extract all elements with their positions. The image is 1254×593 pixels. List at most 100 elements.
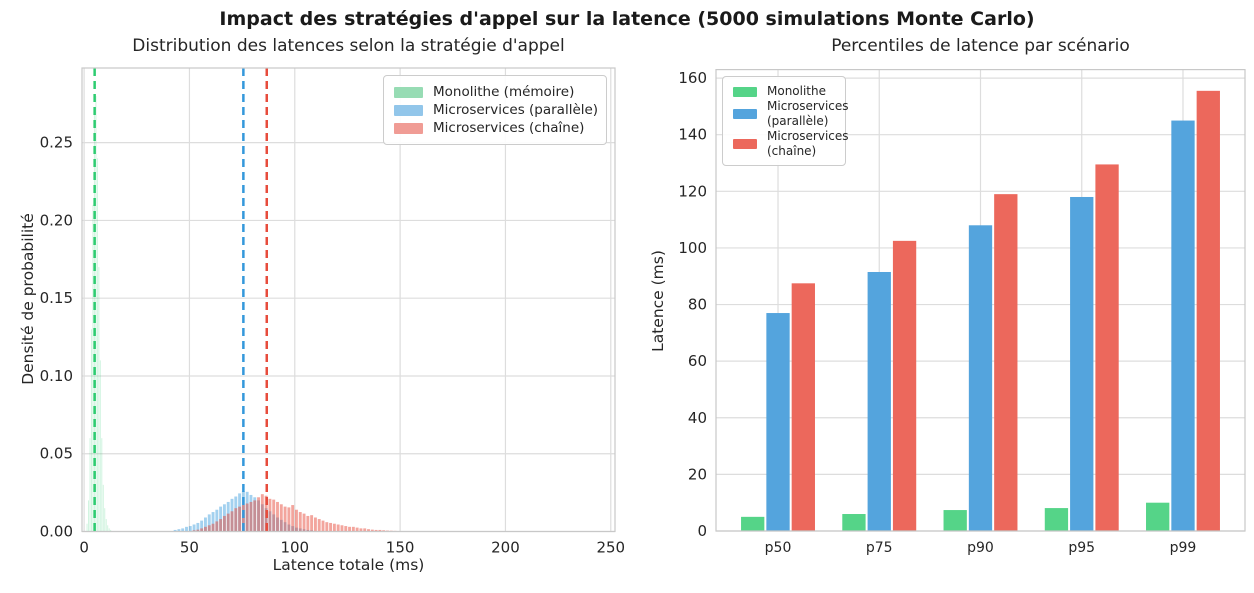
y-tick-label: 20 bbox=[688, 465, 707, 483]
bar bbox=[1070, 196, 1094, 532]
y-tick-label: 0.10 bbox=[40, 367, 73, 385]
x-tick-label: 250 bbox=[596, 539, 625, 557]
histogram-bar bbox=[367, 529, 370, 532]
x-tick-label: 150 bbox=[386, 539, 415, 557]
histogram-bar bbox=[89, 438, 91, 532]
histogram-bar bbox=[329, 522, 333, 532]
histogram-bar bbox=[192, 524, 196, 532]
y-tick-label: 0.20 bbox=[40, 211, 73, 229]
histogram-bar bbox=[211, 512, 215, 532]
histogram-bar bbox=[253, 500, 257, 532]
histogram-bar bbox=[102, 484, 104, 532]
histogram-bar bbox=[96, 158, 98, 532]
histogram-panel-title: Distribution des latences selon la strat… bbox=[132, 36, 565, 56]
histogram-bar bbox=[95, 95, 97, 532]
histogram-bar bbox=[348, 526, 351, 532]
x-tick-label: p99 bbox=[1170, 540, 1197, 556]
histogram-bar bbox=[173, 529, 177, 532]
x-tick-label: 0 bbox=[79, 539, 89, 557]
x-tick-label: p50 bbox=[765, 540, 792, 556]
histogram-bar bbox=[279, 504, 283, 532]
legend-item-chaine: Microservices (chaîne) bbox=[733, 129, 849, 159]
histogram-bar bbox=[110, 529, 112, 532]
bar bbox=[766, 313, 790, 531]
histogram-bar bbox=[196, 529, 200, 532]
histogram-bar bbox=[325, 522, 329, 532]
y-tick-label: 60 bbox=[688, 352, 707, 370]
histogram-bar bbox=[245, 503, 249, 532]
histogram-bar bbox=[230, 511, 234, 532]
monolithe-swatch-icon bbox=[394, 86, 423, 98]
x-tick-label: p90 bbox=[967, 540, 994, 556]
x-tick-label: 200 bbox=[491, 539, 520, 557]
histogram-bar bbox=[192, 530, 196, 532]
histogram-bar bbox=[302, 513, 306, 532]
histogram-bar bbox=[226, 513, 230, 532]
histogram-bar bbox=[188, 526, 192, 532]
y-tick-label: 100 bbox=[678, 239, 707, 257]
histogram-bar bbox=[181, 528, 185, 532]
histogram-bar bbox=[374, 529, 378, 532]
bar bbox=[1044, 508, 1069, 531]
figure-title: Impact des stratégies d'appel sur la lat… bbox=[219, 8, 1035, 30]
y-tick-label: 80 bbox=[688, 296, 707, 314]
histogram-bar bbox=[310, 515, 314, 532]
x-tick-label: p95 bbox=[1068, 540, 1095, 556]
y-tick-label: 140 bbox=[678, 126, 707, 144]
histogram-bar bbox=[370, 529, 374, 532]
histogram-bar bbox=[276, 501, 279, 532]
histogram-bar bbox=[332, 523, 336, 532]
histogram-bar bbox=[238, 506, 242, 532]
histogram-bar bbox=[382, 530, 386, 532]
histogram-bar bbox=[257, 497, 260, 532]
histogram-bar bbox=[211, 523, 215, 532]
histogram-bar bbox=[295, 509, 298, 532]
bar-legend: Monolithe Microservices (parallèle) Micr… bbox=[722, 76, 849, 166]
legend-label: Monolithe (mémoire) bbox=[433, 84, 575, 100]
histogram-bar bbox=[215, 521, 219, 532]
histogram-bar bbox=[340, 525, 344, 532]
y-tick-label: 0.15 bbox=[40, 289, 73, 307]
y-tick-label: 0.00 bbox=[40, 523, 73, 541]
x-tick-label: 100 bbox=[280, 539, 309, 557]
histogram-bar bbox=[196, 522, 200, 532]
histogram-bar bbox=[249, 501, 253, 532]
histogram-bar bbox=[90, 329, 92, 532]
histogram-bar bbox=[313, 517, 317, 532]
bar bbox=[994, 194, 1018, 531]
histogram-bar bbox=[234, 508, 238, 532]
y-tick-label: 40 bbox=[688, 409, 707, 427]
histogram-bar bbox=[204, 517, 207, 532]
bar-panel-title: Percentiles de latence par scénario bbox=[831, 36, 1130, 56]
bar bbox=[892, 240, 917, 531]
histogram-bar bbox=[219, 519, 223, 532]
histogram-bar bbox=[359, 528, 363, 532]
legend-item-parallele: Microservices (parallèle) bbox=[733, 99, 849, 129]
histogram-bar bbox=[355, 527, 359, 532]
bar bbox=[1196, 90, 1220, 531]
bar bbox=[791, 283, 815, 531]
histogram-bar bbox=[107, 525, 109, 532]
parallele-swatch-icon bbox=[394, 104, 423, 116]
histogram-bar bbox=[215, 509, 219, 532]
histogram-x-axis-label: Latence totale (ms) bbox=[272, 556, 425, 574]
bar bbox=[842, 514, 866, 531]
legend-item-monolithe: Monolithe bbox=[733, 84, 835, 99]
histogram-bar bbox=[260, 494, 264, 532]
y-tick-label: 0 bbox=[697, 522, 707, 540]
histogram-bar bbox=[321, 520, 325, 532]
chaine-swatch-icon bbox=[733, 139, 757, 149]
legend-label: Monolithe bbox=[767, 84, 827, 98]
legend-label: Microservices (chaîne) bbox=[767, 129, 849, 158]
histogram-bar bbox=[306, 515, 310, 532]
histogram-bar bbox=[207, 514, 211, 532]
histogram-bar bbox=[241, 505, 245, 532]
histogram-bar bbox=[336, 524, 340, 532]
bar bbox=[741, 516, 765, 531]
histogram-bar bbox=[177, 529, 181, 532]
monolithe-swatch-icon bbox=[733, 86, 757, 97]
histogram-bar bbox=[200, 520, 204, 532]
histogram-bar bbox=[204, 526, 207, 532]
y-tick-label: 160 bbox=[678, 69, 707, 87]
